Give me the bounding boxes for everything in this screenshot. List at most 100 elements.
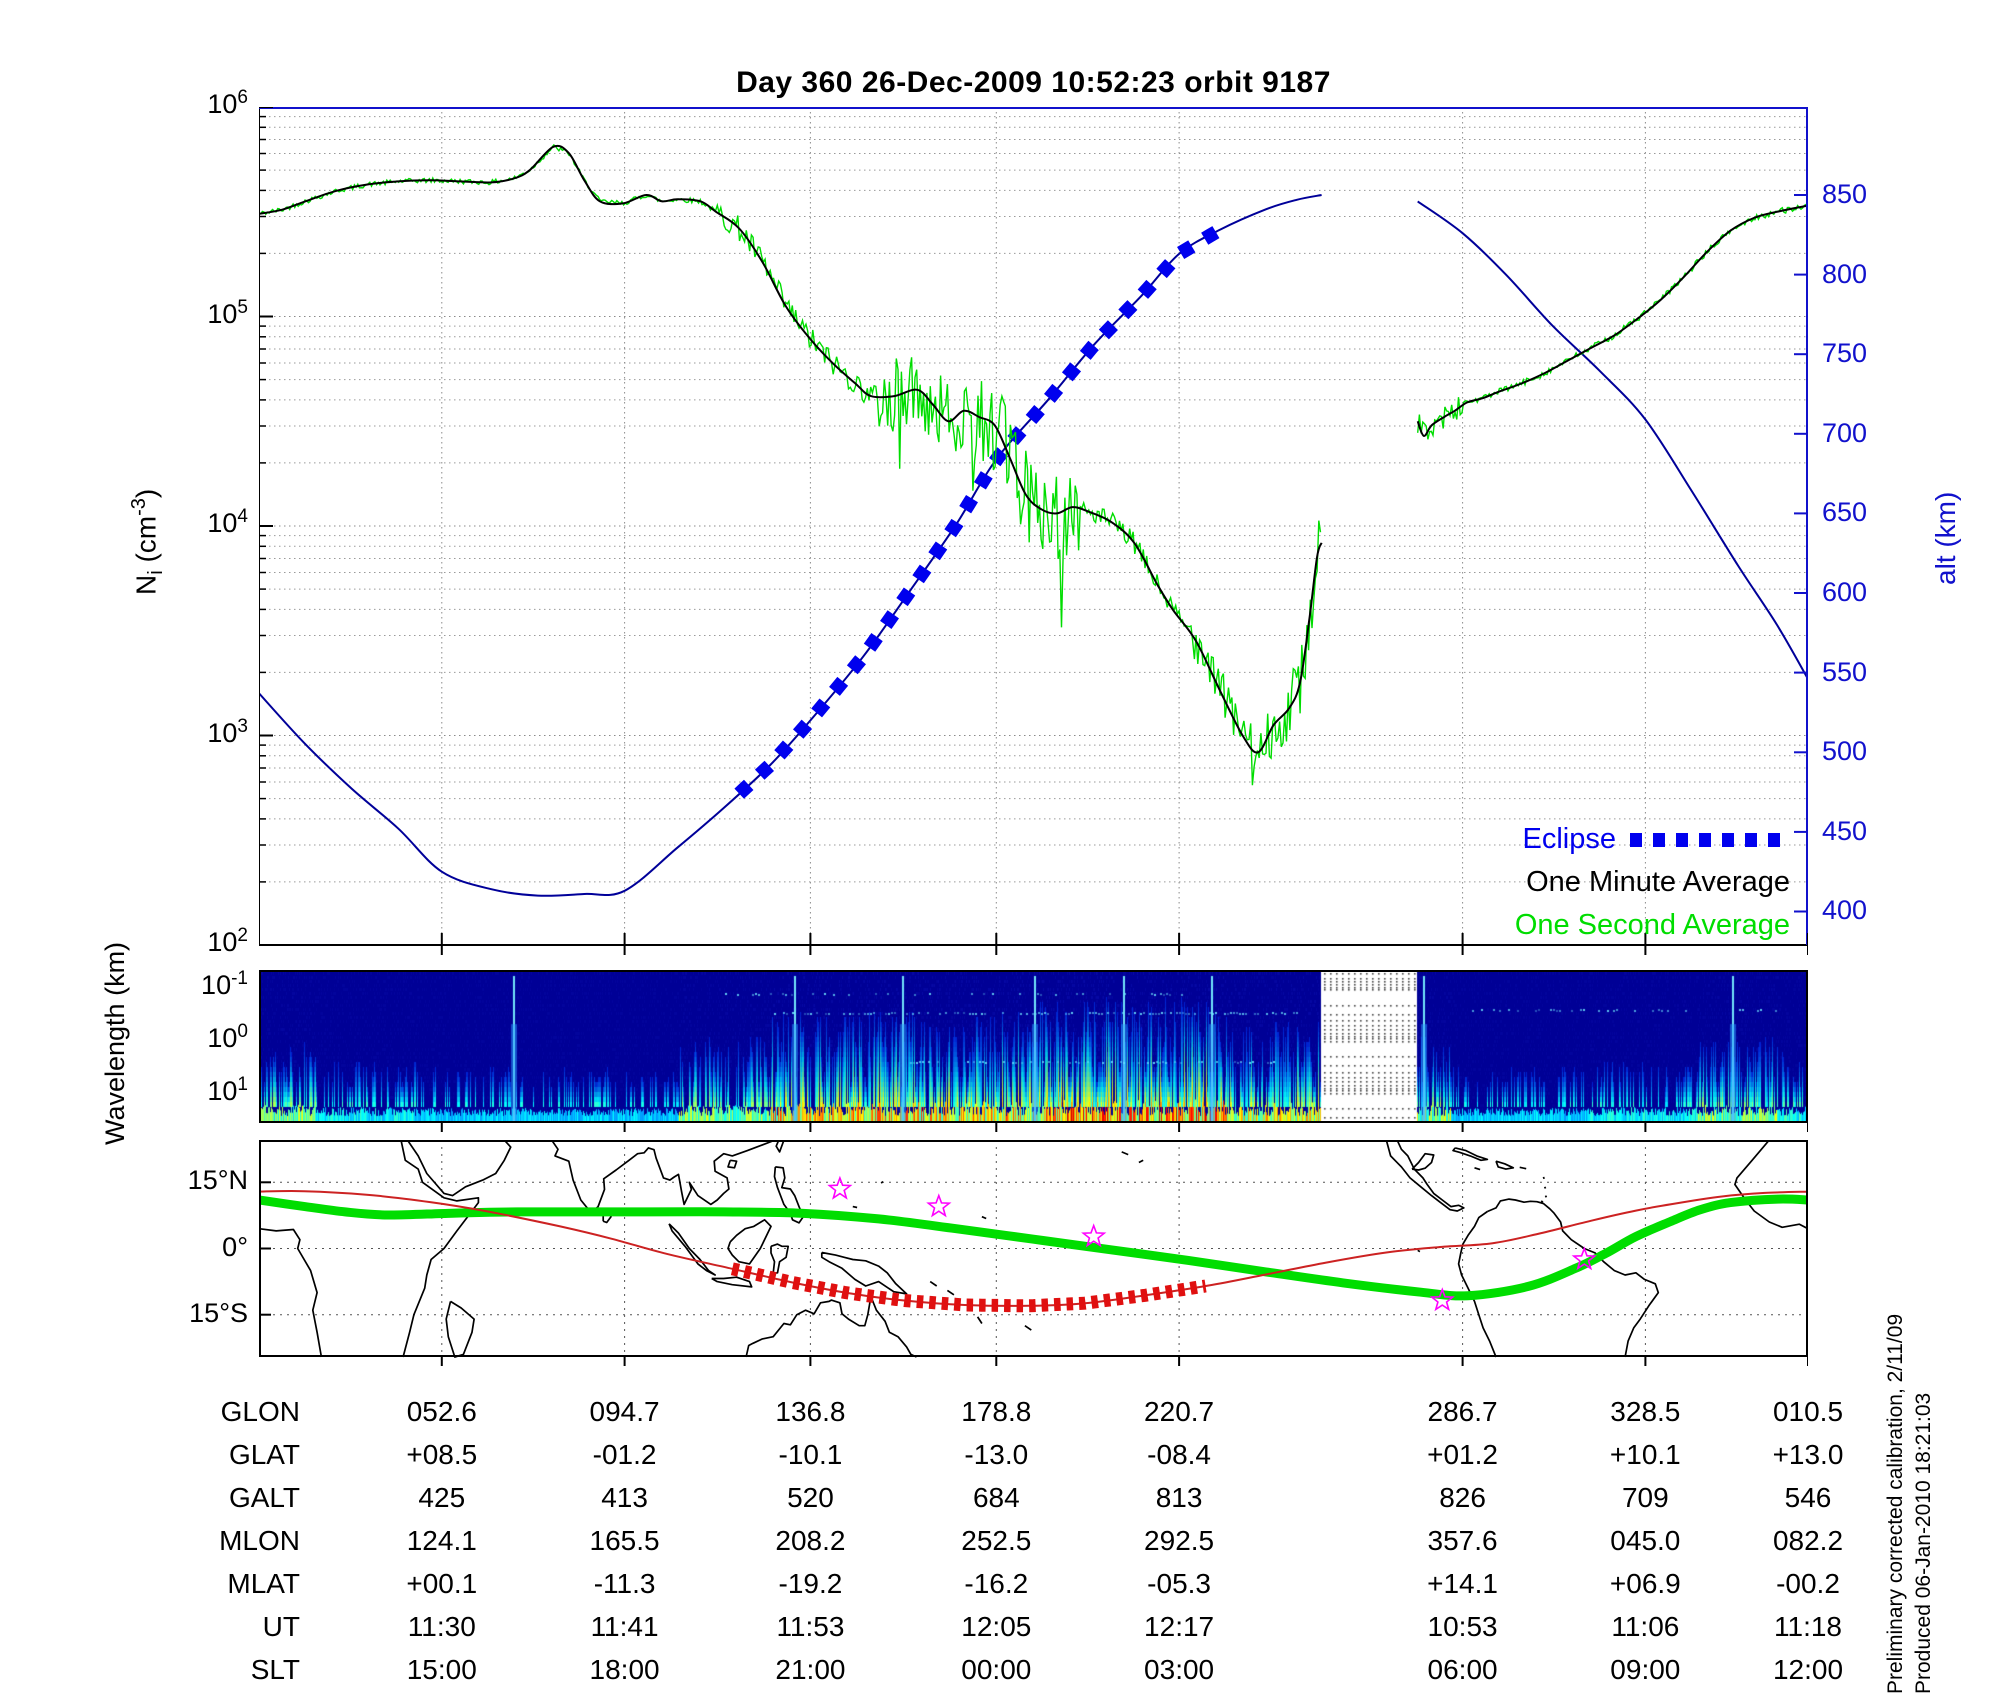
table-row-label-glat: GLAT bbox=[228, 1439, 300, 1470]
table-cell-mlat-4: -05.3 bbox=[1147, 1568, 1211, 1599]
table-cell-glon-3: 178.8 bbox=[961, 1396, 1032, 1427]
ni-tick-10e2: 102 bbox=[207, 925, 248, 957]
ground-station-star bbox=[1081, 1223, 1107, 1248]
table-cell-mlon-5: 357.6 bbox=[1427, 1525, 1498, 1556]
table-row-label-ut: UT bbox=[262, 1611, 300, 1642]
legend-label-one-second: One Second Average bbox=[1514, 909, 1790, 941]
table-cell-mlat-1: -11.3 bbox=[593, 1568, 656, 1599]
table-cell-galt-7: 546 bbox=[1784, 1482, 1832, 1513]
table-cell-slt-4: 03:00 bbox=[1144, 1654, 1215, 1685]
table-cell-mlat-5: +14.1 bbox=[1427, 1568, 1498, 1599]
eclipse-dash-swatch bbox=[1630, 832, 1790, 847]
page-title: Day 360 26-Dec-2009 10:52:23 orbit 9187 bbox=[736, 66, 1331, 99]
table-cell-glat-3: -13.0 bbox=[964, 1439, 1029, 1470]
table-cell-mlon-4: 292.5 bbox=[1144, 1525, 1215, 1556]
legend-item-eclipse: Eclipse bbox=[1440, 818, 1790, 861]
table-cell-ut-2: 11:53 bbox=[776, 1611, 845, 1642]
yaxis-label-altitude: alt (km) bbox=[1930, 491, 1961, 585]
ground-station-star bbox=[1429, 1287, 1455, 1312]
table-cell-glon-2: 136.8 bbox=[775, 1396, 846, 1427]
table-cell-ut-4: 12:17 bbox=[1144, 1611, 1215, 1642]
table-row-label-mlat: MLAT bbox=[227, 1568, 300, 1599]
ni-tick-10e3: 103 bbox=[207, 716, 248, 748]
ni-label-sub: i bbox=[144, 570, 167, 575]
table-cell-slt-0: 15:00 bbox=[406, 1654, 477, 1685]
table-cell-glon-0: 052.6 bbox=[406, 1396, 477, 1427]
ni-tick-10e4: 104 bbox=[207, 506, 248, 538]
ni-tick-10e6: 106 bbox=[207, 87, 248, 119]
table-cell-mlon-0: 124.1 bbox=[406, 1525, 477, 1556]
ni-label-sup: -3 bbox=[128, 498, 150, 516]
map-lat-tick-2: 15°S bbox=[189, 1298, 248, 1328]
table-cell-ut-1: 11:41 bbox=[590, 1611, 659, 1642]
table-cell-slt-3: 00:00 bbox=[961, 1654, 1032, 1685]
table-cell-glon-7: 010.5 bbox=[1772, 1396, 1844, 1427]
density-altitude-panel bbox=[259, 107, 1808, 959]
ground-track-map-panel bbox=[259, 1140, 1808, 1370]
table-cell-mlat-2: -19.2 bbox=[778, 1568, 843, 1599]
footer-note-calibration: Preliminary corrected calibration, 2/11/… bbox=[1884, 1313, 1907, 1694]
alt-tick-700: 700 bbox=[1822, 418, 1868, 448]
table-cell-slt-2: 21:00 bbox=[775, 1654, 846, 1685]
table-cell-galt-6: 709 bbox=[1621, 1482, 1669, 1513]
footer-note-produced: Produced 06-Jan-2010 18:21:03 bbox=[1912, 1392, 1935, 1694]
table-cell-galt-5: 826 bbox=[1439, 1482, 1486, 1513]
legend-label-eclipse: Eclipse bbox=[1522, 823, 1617, 855]
alt-tick-550: 550 bbox=[1822, 657, 1868, 687]
map-lat-tick-1: 0° bbox=[222, 1232, 248, 1262]
table-cell-mlon-1: 165.5 bbox=[589, 1525, 660, 1556]
table-cell-slt-7: 12:00 bbox=[1772, 1654, 1844, 1685]
wavelength-tick-10e0: 100 bbox=[207, 1021, 248, 1053]
wavelength-spectrogram-canvas bbox=[261, 972, 1806, 1121]
alt-tick-500: 500 bbox=[1822, 736, 1868, 766]
ground-station-star bbox=[827, 1175, 853, 1200]
table-cell-slt-5: 06:00 bbox=[1427, 1654, 1498, 1685]
table-cell-mlon-6: 045.0 bbox=[1610, 1525, 1681, 1556]
ni-label-end: ) bbox=[130, 488, 162, 499]
alt-tick-450: 450 bbox=[1822, 816, 1868, 846]
wavelength-spectrogram-panel bbox=[259, 970, 1808, 1123]
ground-station-star bbox=[926, 1193, 952, 1218]
table-cell-mlon-2: 208.2 bbox=[775, 1525, 846, 1556]
alt-tick-800: 800 bbox=[1822, 259, 1868, 289]
density-altitude-plot bbox=[259, 107, 1808, 955]
table-cell-slt-6: 09:00 bbox=[1610, 1654, 1681, 1685]
table-cell-glon-1: 094.7 bbox=[589, 1396, 660, 1427]
table-row-label-slt: SLT bbox=[250, 1654, 300, 1685]
table-cell-mlat-7: -00.2 bbox=[1776, 1568, 1840, 1599]
alt-tick-750: 750 bbox=[1822, 338, 1868, 368]
table-cell-ut-3: 12:05 bbox=[961, 1611, 1032, 1642]
map-lat-tick-0: 15°N bbox=[187, 1165, 248, 1195]
ni-tick-10e5: 105 bbox=[207, 297, 248, 329]
table-cell-glat-7: +13.0 bbox=[1772, 1439, 1844, 1470]
table-cell-mlat-0: +00.1 bbox=[406, 1568, 478, 1599]
ground-station-star bbox=[1571, 1246, 1597, 1271]
table-cell-galt-4: 813 bbox=[1155, 1482, 1203, 1513]
table-cell-slt-1: 18:00 bbox=[589, 1654, 660, 1685]
yaxis-label-wavelength: Wavelength (km) bbox=[100, 941, 130, 1145]
wavelength-tick-10e1: 101 bbox=[207, 1074, 248, 1106]
table-cell-galt-1: 413 bbox=[601, 1482, 648, 1513]
table-cell-glat-1: -01.2 bbox=[592, 1439, 657, 1470]
table-cell-galt-0: 425 bbox=[418, 1482, 466, 1513]
table-cell-glat-2: -10.1 bbox=[778, 1439, 843, 1470]
table-cell-mlat-6: +06.9 bbox=[1609, 1568, 1681, 1599]
legend: Eclipse One Minute Average One Second Av… bbox=[1440, 818, 1790, 947]
table-cell-mlon-3: 252.5 bbox=[961, 1525, 1032, 1556]
table-cell-mlon-7: 082.2 bbox=[1772, 1525, 1844, 1556]
table-cell-glat-4: -08.4 bbox=[1147, 1439, 1211, 1470]
table-cell-galt-2: 520 bbox=[787, 1482, 834, 1513]
table-cell-ut-0: 11:30 bbox=[407, 1611, 476, 1642]
table-cell-glat-5: +01.2 bbox=[1427, 1439, 1498, 1470]
table-cell-glat-0: +08.5 bbox=[406, 1439, 478, 1470]
legend-item-one-second: One Second Average bbox=[1440, 904, 1790, 947]
alt-tick-600: 600 bbox=[1822, 577, 1868, 607]
table-cell-ut-7: 11:18 bbox=[1774, 1611, 1842, 1642]
table-cell-glon-4: 220.7 bbox=[1144, 1396, 1215, 1427]
alt-tick-400: 400 bbox=[1822, 895, 1868, 925]
table-row-label-galt: GALT bbox=[228, 1482, 300, 1513]
table-cell-mlat-3: -16.2 bbox=[964, 1568, 1029, 1599]
table-row-label-mlon: MLON bbox=[219, 1525, 300, 1556]
table-cell-glon-5: 286.7 bbox=[1427, 1396, 1498, 1427]
